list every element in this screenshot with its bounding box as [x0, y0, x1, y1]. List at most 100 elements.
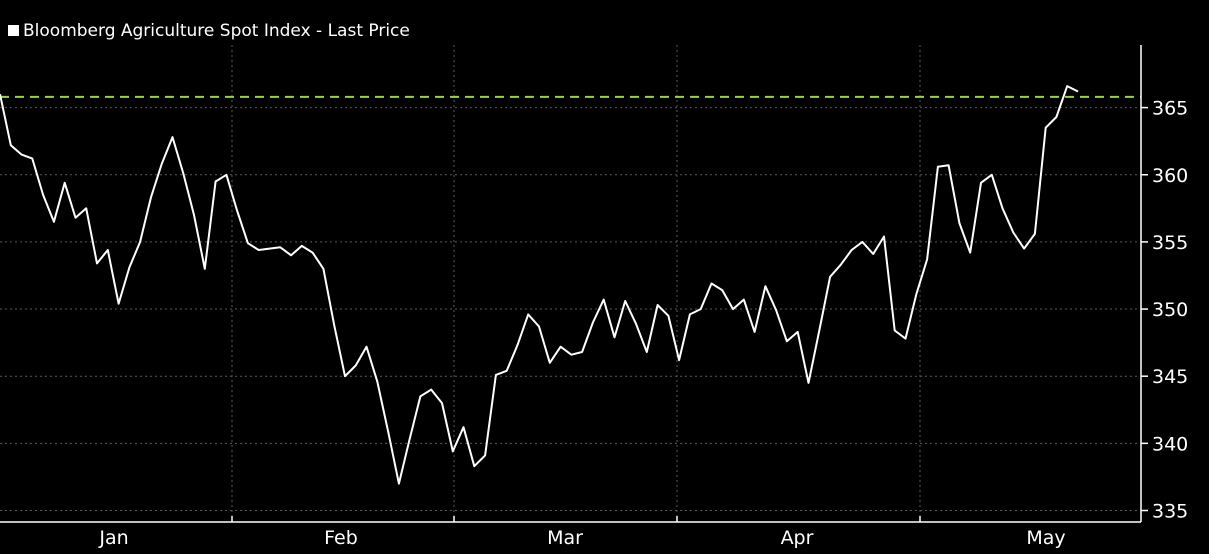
- data-point: [74, 217, 76, 219]
- data-points: [0, 85, 1079, 485]
- data-point: [495, 374, 497, 376]
- data-point: [570, 354, 572, 356]
- data-point: [592, 321, 594, 323]
- data-point: [118, 303, 120, 305]
- data-point: [743, 299, 745, 301]
- data-point: [107, 249, 109, 251]
- y-axis-ticks: 335 340 345 350 355 360 365: [1141, 98, 1188, 523]
- data-point: [506, 370, 508, 372]
- data-point: [225, 174, 227, 176]
- grid-lines: [0, 45, 1141, 522]
- x-tick-label: Mar: [547, 527, 583, 549]
- data-point: [958, 222, 960, 224]
- data-point: [991, 174, 993, 176]
- data-point: [344, 375, 346, 377]
- data-point: [193, 214, 195, 216]
- data-point: [797, 331, 799, 333]
- data-point: [64, 182, 66, 184]
- data-point: [613, 336, 615, 338]
- data-point: [657, 304, 659, 306]
- data-point: [322, 268, 324, 270]
- data-point: [624, 300, 626, 302]
- data-point: [204, 268, 206, 270]
- data-point: [150, 197, 152, 199]
- data-point: [290, 254, 292, 256]
- data-point: [1066, 85, 1068, 87]
- data-point: [667, 315, 669, 317]
- data-point: [775, 309, 777, 311]
- y-tick-label: 355: [1152, 232, 1188, 254]
- data-point: [419, 395, 421, 397]
- data-point: [969, 252, 971, 254]
- data-point: [678, 359, 680, 361]
- y-tick-label: 345: [1152, 366, 1188, 388]
- data-point: [1045, 127, 1047, 129]
- data-point: [128, 266, 130, 268]
- data-point: [786, 340, 788, 342]
- data-point: [387, 430, 389, 432]
- x-tick-label: Feb: [324, 527, 358, 549]
- data-point: [258, 249, 260, 251]
- data-point: [301, 245, 303, 247]
- data-point: [463, 426, 465, 428]
- data-point: [915, 293, 917, 295]
- data-point: [872, 253, 874, 255]
- data-point: [721, 289, 723, 291]
- data-point: [215, 180, 217, 182]
- y-tick-label: 350: [1152, 299, 1188, 321]
- y-tick-label: 360: [1152, 165, 1188, 187]
- data-point: [829, 276, 831, 278]
- data-point: [603, 299, 605, 301]
- data-point: [1034, 233, 1036, 235]
- data-point: [710, 283, 712, 285]
- data-point: [96, 262, 98, 264]
- x-tick-label: Apr: [781, 527, 814, 549]
- legend-label: Bloomberg Agriculture Spot Index - Last …: [23, 21, 410, 41]
- y-tick-label: 365: [1152, 98, 1188, 120]
- data-point: [85, 207, 87, 209]
- legend-swatch: [8, 25, 19, 36]
- data-point: [808, 382, 810, 384]
- data-point: [398, 483, 400, 485]
- series-line: [0, 85, 1079, 485]
- data-point: [1023, 248, 1025, 250]
- data-point: [473, 465, 475, 467]
- data-point: [754, 331, 756, 333]
- data-point: [689, 313, 691, 315]
- data-point: [700, 308, 702, 310]
- data-point: [484, 454, 486, 456]
- data-point: [236, 210, 238, 212]
- data-point: [980, 182, 982, 184]
- data-point: [1002, 207, 1004, 209]
- data-point: [1055, 116, 1057, 118]
- data-point: [861, 241, 863, 243]
- data-point: [312, 252, 314, 254]
- data-point: [560, 346, 562, 348]
- data-point: [840, 264, 842, 266]
- x-axis-ticks: Jan Feb Mar Apr May: [98, 516, 1066, 549]
- data-point: [430, 389, 432, 391]
- data-point: [139, 241, 141, 243]
- data-point: [10, 144, 12, 146]
- data-point: [818, 330, 820, 332]
- x-tick-label: May: [1026, 527, 1065, 549]
- data-point: [366, 346, 368, 348]
- y-tick-label: 335: [1152, 501, 1188, 523]
- data-point: [279, 246, 281, 248]
- data-point: [732, 308, 734, 310]
- data-point: [376, 381, 378, 383]
- data-point: [926, 258, 928, 260]
- data-point: [333, 324, 335, 326]
- data-point: [527, 313, 529, 315]
- data-point: [1077, 90, 1079, 92]
- data-point: [355, 364, 357, 366]
- data-point: [894, 330, 896, 332]
- data-point: [53, 221, 55, 223]
- y-tick-label: 340: [1152, 433, 1188, 455]
- data-point: [21, 154, 23, 156]
- data-point: [171, 136, 173, 138]
- data-point: [516, 344, 518, 346]
- data-point: [441, 402, 443, 404]
- data-point: [31, 158, 33, 160]
